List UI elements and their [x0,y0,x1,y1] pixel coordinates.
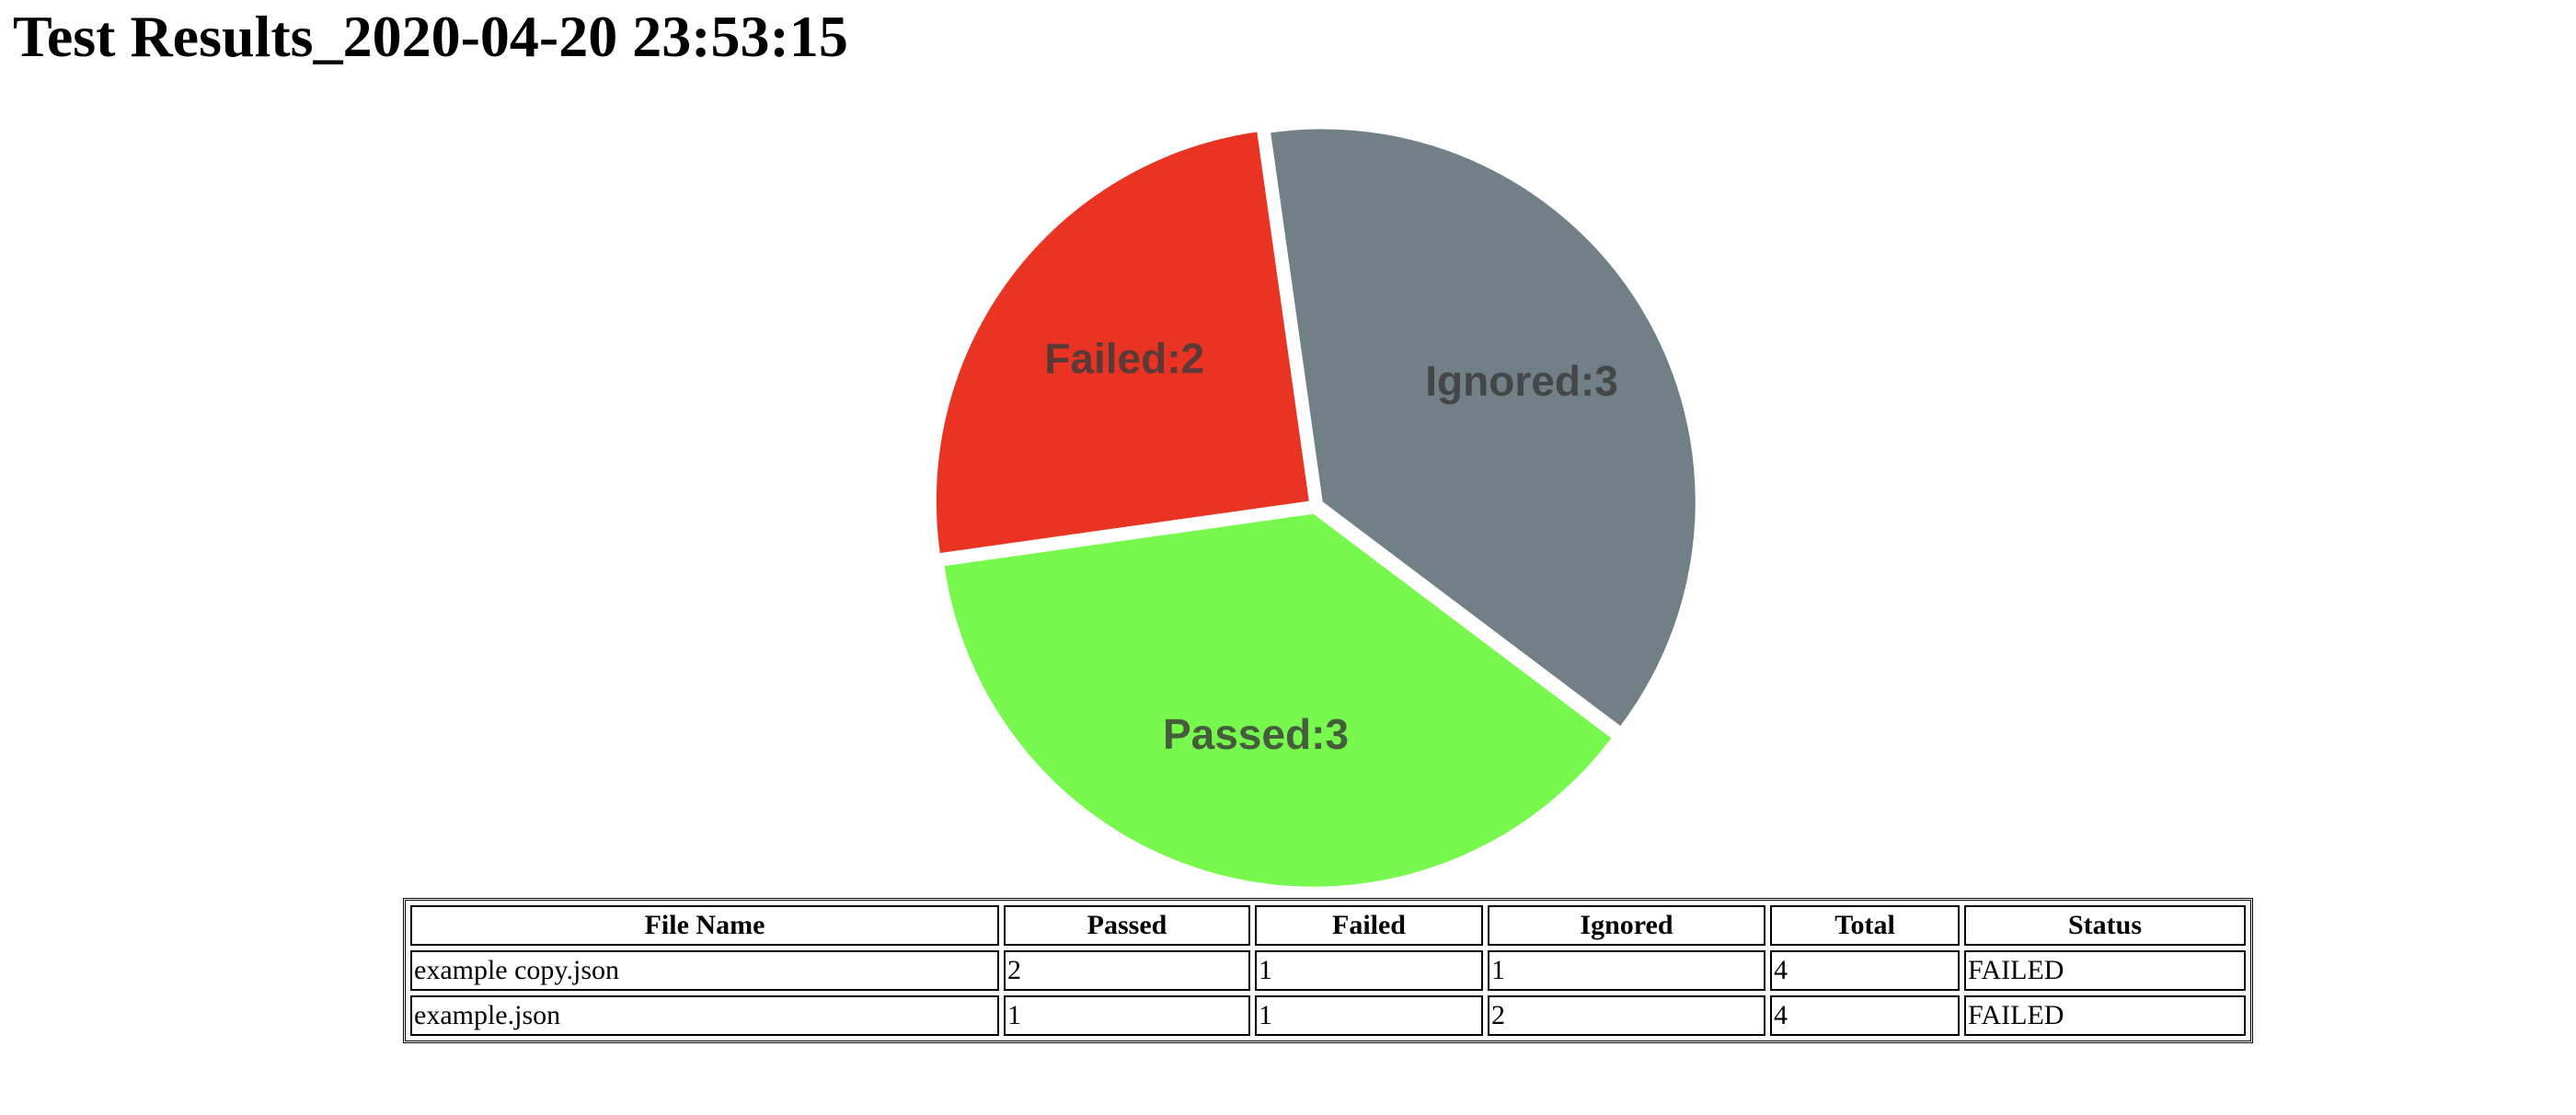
cell-total: 4 [1770,995,1960,1036]
table-row: example copy.json 2 1 1 4 FAILED [410,950,2246,991]
header-file-name: File Name [410,905,999,946]
pie-slice-failed [936,132,1309,554]
cell-passed: 1 [1004,995,1250,1036]
cell-ignored: 2 [1488,995,1765,1036]
cell-failed: 1 [1255,995,1483,1036]
header-passed: Passed [1004,905,1250,946]
cell-file-name: example copy.json [410,950,999,991]
pie-slice-passed [944,513,1612,887]
pie-label-failed: Failed:2 [1044,335,1204,383]
pie-chart: Ignored:3 Passed:3 Failed:2 [920,110,1748,902]
header-ignored: Ignored [1488,905,1765,946]
table-row: example.json 1 1 2 4 FAILED [410,995,2246,1036]
page-title: Test Results_2020-04-20 23:53:15 [13,4,848,69]
cell-failed: 1 [1255,950,1483,991]
cell-total: 4 [1770,950,1960,991]
cell-ignored: 1 [1488,950,1765,991]
pie-chart-svg: Ignored:3 Passed:3 Failed:2 [936,129,1696,887]
cell-file-name: example.json [410,995,999,1036]
header-status: Status [1964,905,2246,946]
pie-label-passed: Passed:3 [1163,710,1349,758]
cell-status: FAILED [1964,995,2246,1036]
pie-label-ignored: Ignored:3 [1425,357,1618,405]
header-total: Total [1770,905,1960,946]
cell-passed: 2 [1004,950,1250,991]
results-table: File Name Passed Failed Ignored Total St… [403,898,2253,1043]
cell-status: FAILED [1964,950,2246,991]
table-header-row: File Name Passed Failed Ignored Total St… [410,905,2246,946]
pie-slice-ignored [1271,129,1696,727]
header-failed: Failed [1255,905,1483,946]
